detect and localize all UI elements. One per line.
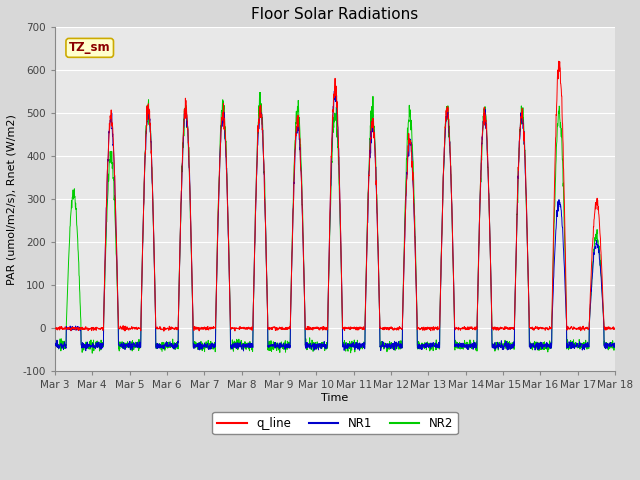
q_line (51, 325, 59, 331)
q_line (364, 225, 371, 230)
NR1 (51, 342, 59, 348)
NR1 (611, 340, 619, 346)
NR2 (352, 339, 360, 345)
NR1 (332, 85, 339, 91)
X-axis label: Time: Time (321, 393, 349, 403)
NR2 (88, 350, 96, 356)
NR2 (51, 343, 59, 349)
Y-axis label: PAR (umol/m2/s), Rnet (W/m2): PAR (umol/m2/s), Rnet (W/m2) (7, 114, 17, 285)
NR2 (257, 90, 264, 96)
q_line (351, 326, 359, 332)
NR2 (207, 342, 215, 348)
NR2 (562, 295, 570, 300)
NR1 (562, 305, 570, 311)
Line: NR1: NR1 (55, 88, 615, 351)
q_line (611, 326, 619, 332)
NR1 (239, 348, 247, 354)
NR1 (499, 342, 506, 348)
NR1 (364, 220, 372, 226)
q_line (562, 286, 570, 292)
q_line (498, 324, 506, 330)
q_line (578, 325, 586, 331)
Title: Floor Solar Radiations: Floor Solar Radiations (252, 7, 419, 22)
NR2 (611, 340, 619, 346)
Line: q_line: q_line (55, 61, 615, 331)
Line: NR2: NR2 (55, 93, 615, 353)
NR2 (364, 209, 372, 215)
q_line (160, 328, 168, 334)
NR1 (578, 341, 586, 347)
q_line (555, 59, 563, 64)
Legend: q_line, NR1, NR2: q_line, NR1, NR2 (212, 412, 458, 434)
NR2 (578, 344, 586, 350)
q_line (207, 325, 215, 331)
Text: TZ_sm: TZ_sm (69, 41, 111, 54)
NR1 (352, 340, 360, 346)
NR1 (207, 344, 215, 349)
NR2 (499, 341, 506, 347)
